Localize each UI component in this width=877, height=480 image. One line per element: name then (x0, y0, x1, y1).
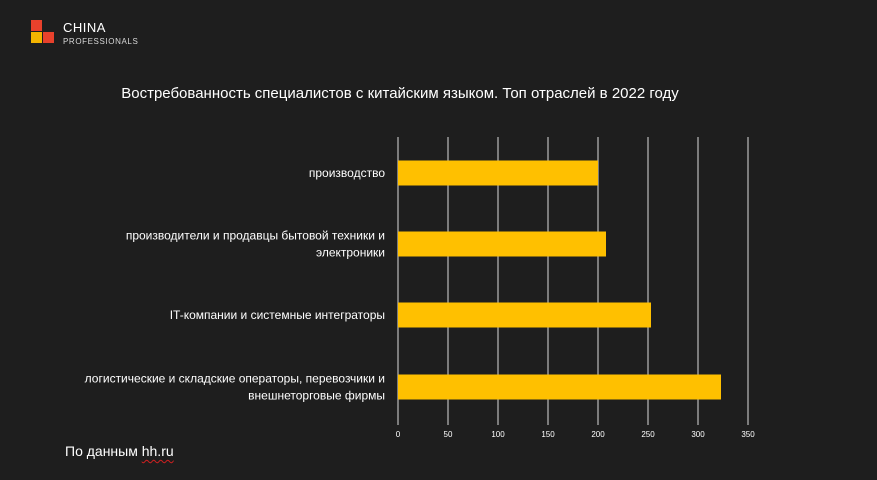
tick-label-300: 300 (691, 430, 705, 439)
category-label-1-line-1: электроники (316, 246, 385, 260)
category-label-3-line-0: логистические и складские операторы, пер… (85, 372, 385, 386)
category-label-0-line-0: производство (309, 166, 385, 180)
logo-text-china: CHINA (63, 20, 106, 35)
tick-label-50: 50 (444, 430, 453, 439)
bar-0 (398, 160, 598, 186)
chart-title: Востребованность специалистов с китайски… (121, 85, 679, 102)
tick-label-100: 100 (491, 430, 505, 439)
category-label-2-line-0: IT-компании и системные интеграторы (170, 308, 385, 322)
logo-square-red-bottom (43, 32, 54, 43)
source-link[interactable]: hh.ru (141, 443, 174, 459)
category-label-3-line-1: внешнеторговые фирмы (248, 389, 385, 403)
bar-3 (398, 374, 721, 400)
logo-square-red-top (31, 20, 42, 31)
logo: CHINA PROFESSIONALS (31, 20, 191, 50)
tick-label-350: 350 (741, 430, 755, 439)
logo-text-professionals: PROFESSIONALS (63, 37, 139, 46)
tick-label-0: 0 (396, 430, 401, 439)
source-prefix: По данным (65, 443, 138, 459)
source-note: По данным hh.ru (65, 443, 174, 459)
tick-label-150: 150 (541, 430, 555, 439)
tick-label-250: 250 (641, 430, 655, 439)
bar-2 (398, 302, 651, 328)
logo-square-yellow (31, 32, 42, 43)
tick-label-200: 200 (591, 430, 605, 439)
bar-1 (398, 231, 606, 257)
category-label-1-line-0: производители и продавцы бытовой техники… (126, 229, 385, 243)
